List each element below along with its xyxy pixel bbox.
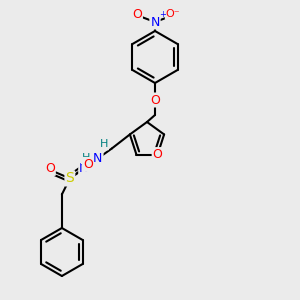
Text: O: O bbox=[153, 148, 163, 161]
Text: N: N bbox=[79, 162, 88, 175]
Text: H: H bbox=[82, 153, 90, 164]
Text: S: S bbox=[65, 171, 74, 185]
Text: O⁻: O⁻ bbox=[166, 9, 180, 19]
Text: +: + bbox=[159, 10, 166, 19]
Text: N: N bbox=[150, 16, 160, 28]
Text: O: O bbox=[45, 162, 55, 175]
Text: O: O bbox=[83, 158, 93, 171]
Text: O: O bbox=[150, 94, 160, 106]
Text: O: O bbox=[132, 8, 142, 20]
Text: H: H bbox=[100, 140, 108, 149]
Text: N: N bbox=[93, 152, 103, 165]
